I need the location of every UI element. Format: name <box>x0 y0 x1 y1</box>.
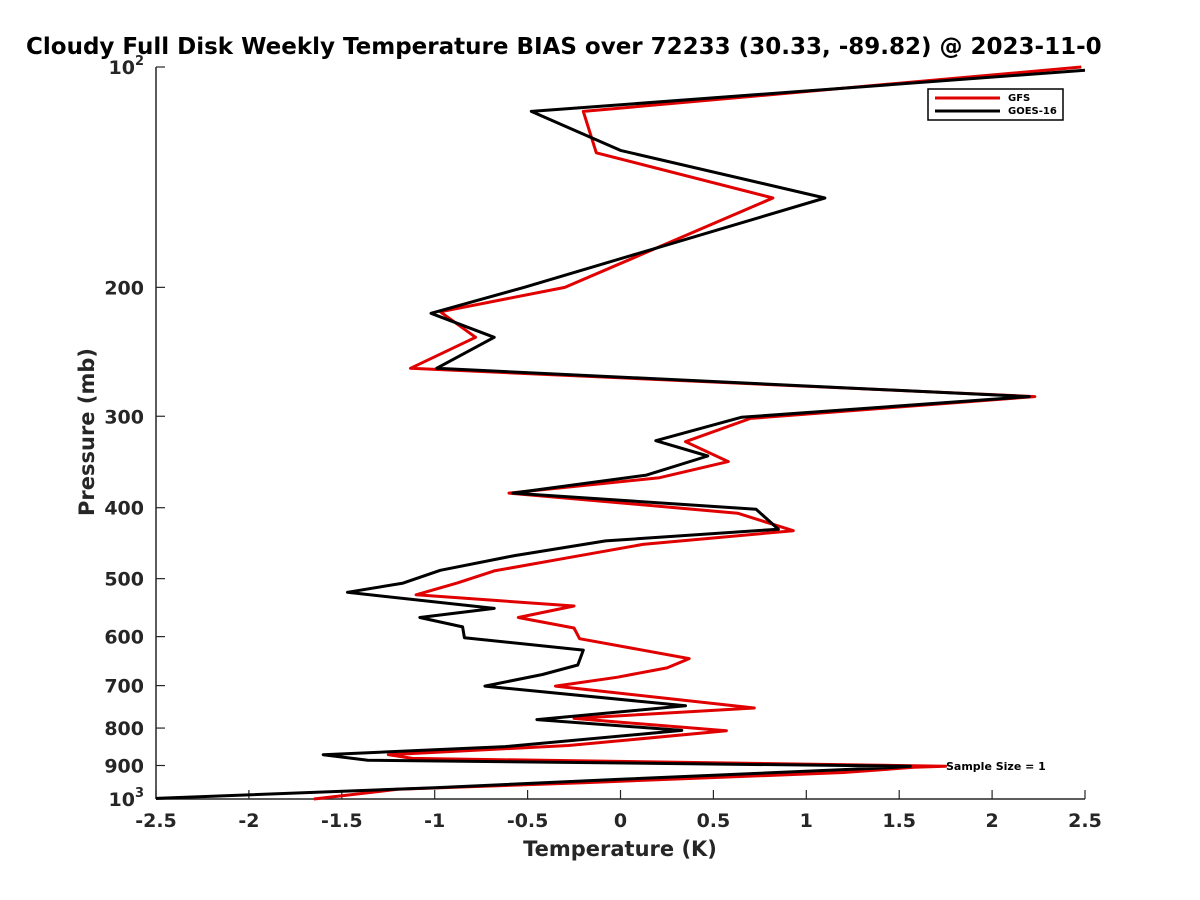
x-tick-label: 0 <box>614 810 627 832</box>
x-tick-label: -1 <box>424 810 445 832</box>
legend: GFS GOES-16 <box>927 88 1064 121</box>
chart-title: Cloudy Full Disk Weekly Temperature BIAS… <box>26 34 1102 60</box>
sample-size-annotation: Sample Size = 1 <box>946 760 1046 773</box>
y-tick-label: 800 <box>104 718 144 740</box>
x-tick-label: 2.5 <box>1068 810 1102 832</box>
y-tick-label: 200 <box>104 277 144 299</box>
y-axis-label: Pressure (mb) <box>75 348 99 516</box>
x-tick-label: -2.5 <box>135 810 177 832</box>
y-tick-label: 103 <box>109 786 145 811</box>
x-tick-label: 1 <box>800 810 813 832</box>
y-tick-label: 500 <box>104 569 144 591</box>
legend-label-gfs: GFS <box>1008 93 1030 104</box>
y-tick-label: 400 <box>104 498 144 520</box>
legend-label-goes16: GOES-16 <box>1008 106 1057 117</box>
y-tick-label: 700 <box>104 676 144 698</box>
x-axis-label: Temperature (K) <box>523 837 717 861</box>
x-tick-label: -2 <box>238 810 259 832</box>
y-tick-label: 102 <box>109 54 145 79</box>
x-tick-label: 2 <box>985 810 998 832</box>
legend-box <box>927 88 1064 121</box>
x-tick-label: -0.5 <box>507 810 549 832</box>
y-tick-label: 900 <box>104 756 144 778</box>
x-tick-label: 0.5 <box>697 810 731 832</box>
series-line-gfs <box>313 65 1082 801</box>
y-tick-label: 300 <box>104 406 144 428</box>
x-tick-label: 1.5 <box>882 810 916 832</box>
y-tick-label: 600 <box>104 627 144 649</box>
series-line-goes16 <box>155 68 1086 800</box>
plot-area: -2.5 -2 -1.5 -1 -0.5 0 0.5 1 1.5 2 2.5 102 200 300 400… <box>104 54 1102 832</box>
x-tick-label: -1.5 <box>321 810 363 832</box>
